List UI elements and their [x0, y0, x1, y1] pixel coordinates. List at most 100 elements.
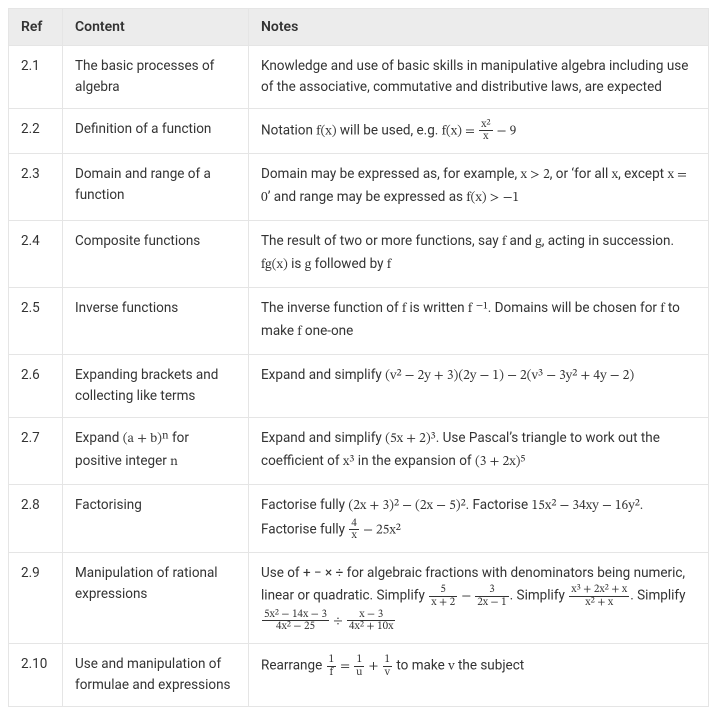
numerator: 1	[383, 654, 392, 667]
text: , except	[618, 166, 667, 182]
math: (v² − 2y + 3)(2y − 1) − 2(v³ − 3y² + 4y …	[385, 370, 634, 383]
math: −	[458, 591, 474, 604]
math: x³	[343, 456, 355, 469]
text: Rearrange	[261, 658, 326, 674]
table-row: 2.9 Manipulation of rational expressions…	[9, 553, 709, 644]
math: (5x + 2)³	[385, 433, 436, 446]
math: +	[365, 661, 381, 674]
table-row: 2.2 Definition of a function Notation f(…	[9, 108, 709, 154]
cell-ref: 2.10	[9, 644, 63, 707]
text: to make	[393, 658, 448, 674]
fraction: 5x² − 14x − 34x² − 25	[262, 609, 329, 633]
fraction: x²x	[479, 119, 492, 143]
denominator: u	[354, 667, 364, 679]
table-row: 2.7 Expand (a + b)ⁿ for positive integer…	[9, 417, 709, 484]
math: f(x)	[316, 126, 336, 139]
numerator: x²	[479, 119, 492, 132]
table-row: 2.6 Expanding brackets and collecting li…	[9, 354, 709, 417]
text: is written	[406, 300, 468, 316]
fraction: 5x + 2	[429, 584, 457, 608]
fraction: 1v	[383, 654, 392, 678]
text: , acting in succession.	[542, 233, 674, 249]
math: f	[387, 259, 391, 272]
text: followed by	[311, 256, 387, 272]
denominator: x	[349, 530, 358, 542]
text: and	[506, 233, 535, 249]
table-row: 2.1 The basic processes of algebra Knowl…	[9, 46, 709, 109]
table-row: 2.5 Inverse functions The inverse functi…	[9, 288, 709, 355]
cell-notes: Expand and simplify (5x + 2)³. Use Pasca…	[249, 417, 709, 484]
math: =	[337, 661, 353, 674]
table-row: 2.4 Composite functions The result of tw…	[9, 221, 709, 288]
text: the subject	[455, 658, 525, 674]
cell-ref: 2.2	[9, 108, 63, 154]
math: (a + b)ⁿ	[123, 433, 169, 446]
cell-content: Use and manipulation of formulae and exp…	[63, 644, 249, 707]
denominator: v	[383, 667, 392, 679]
text: in the expansion of	[354, 453, 475, 469]
table-header-row: Ref Content Notes	[9, 9, 709, 46]
cell-content: The basic processes of algebra	[63, 46, 249, 109]
cell-ref: 2.6	[9, 354, 63, 417]
cell-notes: The inverse function of f is written f ⁻…	[249, 288, 709, 355]
math: f(x) > −1	[466, 192, 519, 205]
text: is	[288, 256, 305, 272]
fraction: 1f	[327, 654, 336, 678]
text: The inverse function of	[261, 300, 402, 316]
cell-ref: 2.3	[9, 154, 63, 221]
syllabus-table: Ref Content Notes 2.1 The basic processe…	[8, 8, 709, 707]
denominator: x² + x	[569, 597, 629, 609]
text: Factorise fully	[261, 497, 348, 513]
text: . Simplify	[630, 588, 685, 604]
cell-content: Domain and range of a function	[63, 154, 249, 221]
fraction: 32x − 1	[475, 584, 508, 608]
math: f ⁻¹	[468, 303, 488, 316]
text: will be used, e.g.	[337, 123, 442, 139]
math: f(x) =	[442, 126, 478, 139]
cell-content: Composite functions	[63, 221, 249, 288]
fraction: x − 34x² + 10x	[347, 609, 395, 633]
cell-content: Factorising	[63, 484, 249, 553]
text: . Domains will be chosen for	[488, 300, 661, 316]
math: (3 + 2x)⁵	[475, 456, 525, 469]
text: , or ‘for all	[550, 166, 612, 182]
denominator: x	[479, 131, 492, 143]
cell-notes: Factorise fully (2x + 3)² − (2x − 5)². F…	[249, 484, 709, 553]
cell-content: Definition of a function	[63, 108, 249, 154]
numerator: x³ + 2x² + x	[569, 584, 629, 597]
cell-notes: Domain may be expressed as, for example,…	[249, 154, 709, 221]
cell-ref: 2.7	[9, 417, 63, 484]
numerator: 1	[354, 654, 364, 667]
col-header-notes: Notes	[249, 9, 709, 46]
cell-ref: 2.9	[9, 553, 63, 644]
math: (2x + 3)² − (2x − 5)²	[348, 500, 465, 513]
text: Notation	[261, 123, 316, 139]
fraction: 1u	[354, 654, 364, 678]
text: Expand and simplify	[261, 367, 385, 383]
cell-ref: 2.5	[9, 288, 63, 355]
math: ÷	[330, 615, 346, 628]
text: Domain may be expressed as, for example,	[261, 166, 521, 182]
fraction: 4x	[349, 518, 358, 542]
text: Expand	[75, 430, 123, 446]
denominator: x + 2	[429, 597, 457, 609]
math: − 25x²	[360, 524, 401, 537]
numerator: 3	[475, 584, 508, 597]
col-header-ref: Ref	[9, 9, 63, 46]
text: The result of two or more functions, say	[261, 233, 502, 249]
cell-notes: Knowledge and use of basic skills in man…	[249, 46, 709, 109]
cell-notes: Expand and simplify (v² − 2y + 3)(2y − 1…	[249, 354, 709, 417]
table-row: 2.8 Factorising Factorise fully (2x + 3)…	[9, 484, 709, 553]
math: n	[170, 456, 178, 469]
numerator: x − 3	[347, 609, 395, 622]
denominator: 4x² + 10x	[347, 621, 395, 633]
col-header-content: Content	[63, 9, 249, 46]
table-row: 2.10 Use and manipulation of formulae an…	[9, 644, 709, 707]
numerator: 5x² − 14x − 3	[262, 609, 329, 622]
table-row: 2.3 Domain and range of a function Domai…	[9, 154, 709, 221]
cell-ref: 2.8	[9, 484, 63, 553]
cell-content: Manipulation of rational expressions	[63, 553, 249, 644]
cell-content: Expanding brackets and collecting like t…	[63, 354, 249, 417]
text: one-one	[302, 323, 354, 339]
cell-notes: Rearrange 1f = 1u + 1v to make v the sub…	[249, 644, 709, 707]
